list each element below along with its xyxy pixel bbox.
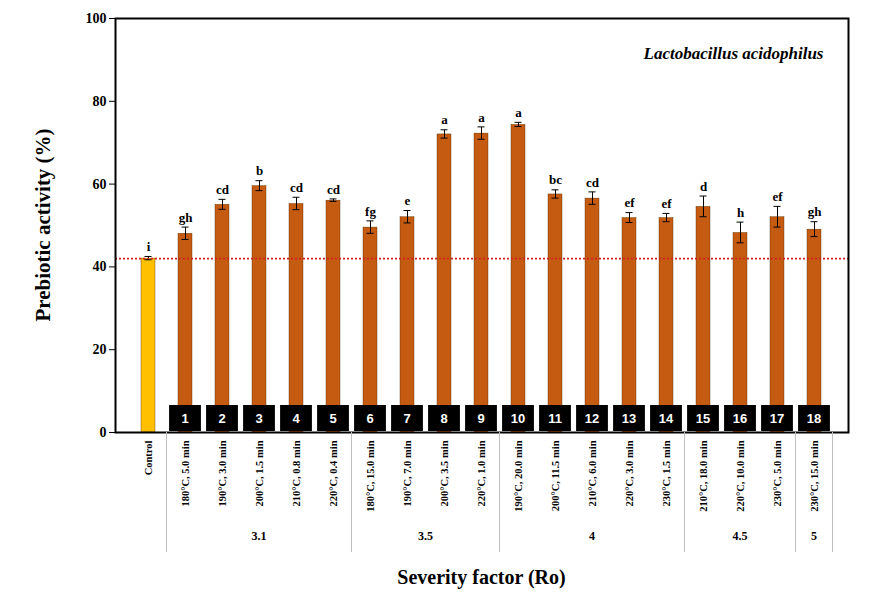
svg-text:i: i xyxy=(147,239,151,254)
svg-text:a: a xyxy=(441,112,448,127)
svg-text:220°C, 0.4 min: 220°C, 0.4 min xyxy=(328,440,339,506)
svg-text:100: 100 xyxy=(86,11,107,26)
svg-text:40: 40 xyxy=(93,259,107,274)
svg-text:8: 8 xyxy=(440,411,447,426)
svg-text:13: 13 xyxy=(622,411,636,426)
svg-text:210°C, 18.0 min: 210°C, 18.0 min xyxy=(698,440,709,511)
svg-text:Lactobacillus acidophilus: Lactobacillus acidophilus xyxy=(643,44,824,63)
svg-text:cd: cd xyxy=(216,182,230,197)
svg-text:17: 17 xyxy=(770,411,784,426)
svg-text:230°C, 1.5 min: 230°C, 1.5 min xyxy=(661,440,672,506)
svg-text:230°C, 15.0 min: 230°C, 15.0 min xyxy=(809,440,820,511)
svg-text:20: 20 xyxy=(93,342,107,357)
svg-text:3.5: 3.5 xyxy=(418,529,433,543)
svg-text:3.1: 3.1 xyxy=(252,529,267,543)
svg-text:190°C, 7.0 min: 190°C, 7.0 min xyxy=(402,440,413,506)
svg-text:ef: ef xyxy=(624,195,635,210)
svg-text:Severity factor (Ro): Severity factor (Ro) xyxy=(397,566,565,589)
svg-text:190°C, 20.0 min: 190°C, 20.0 min xyxy=(513,440,524,511)
svg-text:190°C, 3.0 min: 190°C, 3.0 min xyxy=(217,440,228,506)
svg-text:6: 6 xyxy=(366,411,373,426)
svg-text:180°C, 15.0 min: 180°C, 15.0 min xyxy=(365,440,376,511)
svg-text:18: 18 xyxy=(807,411,821,426)
svg-text:5: 5 xyxy=(811,529,817,543)
svg-text:220°C, 3.0 min: 220°C, 3.0 min xyxy=(624,440,635,506)
svg-text:4.5: 4.5 xyxy=(733,529,748,543)
svg-text:ef: ef xyxy=(661,196,672,211)
svg-text:80: 80 xyxy=(93,94,107,109)
svg-text:14: 14 xyxy=(659,411,674,426)
svg-text:210°C, 6.0 min: 210°C, 6.0 min xyxy=(587,440,598,506)
svg-text:Control: Control xyxy=(143,440,154,475)
svg-text:4: 4 xyxy=(292,411,300,426)
svg-text:9: 9 xyxy=(477,411,484,426)
svg-text:7: 7 xyxy=(403,411,410,426)
svg-text:5: 5 xyxy=(329,411,336,426)
svg-text:cd: cd xyxy=(586,175,600,190)
svg-text:1: 1 xyxy=(181,411,188,426)
svg-text:60: 60 xyxy=(93,177,107,192)
svg-text:210°C, 0.8 min: 210°C, 0.8 min xyxy=(291,440,302,506)
svg-text:200°C, 3.5 min: 200°C, 3.5 min xyxy=(439,440,450,506)
svg-text:cd: cd xyxy=(290,180,304,195)
svg-text:a: a xyxy=(478,110,485,125)
svg-text:cd: cd xyxy=(327,182,341,197)
svg-text:gh: gh xyxy=(808,204,823,219)
svg-text:2: 2 xyxy=(218,411,225,426)
svg-text:a: a xyxy=(515,105,522,120)
svg-text:16: 16 xyxy=(733,411,747,426)
svg-text:15: 15 xyxy=(696,411,710,426)
svg-text:10: 10 xyxy=(511,411,525,426)
svg-text:3: 3 xyxy=(255,411,262,426)
svg-text:e: e xyxy=(405,193,411,208)
svg-text:220°C, 1.0 min: 220°C, 1.0 min xyxy=(476,440,487,506)
svg-text:4: 4 xyxy=(589,529,595,543)
svg-text:Prebiotic activity (%): Prebiotic activity (%) xyxy=(31,128,55,321)
svg-text:d: d xyxy=(700,179,708,194)
svg-text:220°C, 10.0 min: 220°C, 10.0 min xyxy=(735,440,746,511)
svg-text:b: b xyxy=(256,163,263,178)
svg-text:fg: fg xyxy=(365,204,376,219)
svg-text:0: 0 xyxy=(100,425,107,440)
svg-text:200°C, 11.5 min: 200°C, 11.5 min xyxy=(550,440,561,511)
svg-text:200°C, 1.5 min: 200°C, 1.5 min xyxy=(254,440,265,506)
svg-text:12: 12 xyxy=(585,411,599,426)
svg-text:gh: gh xyxy=(179,210,194,225)
svg-text:ef: ef xyxy=(772,189,783,204)
svg-text:11: 11 xyxy=(548,411,562,426)
svg-text:bc: bc xyxy=(549,172,562,187)
svg-text:230°C, 5.0 min: 230°C, 5.0 min xyxy=(772,440,783,506)
svg-text:h: h xyxy=(737,205,745,220)
svg-text:180°C, 5.0 min: 180°C, 5.0 min xyxy=(180,440,191,506)
